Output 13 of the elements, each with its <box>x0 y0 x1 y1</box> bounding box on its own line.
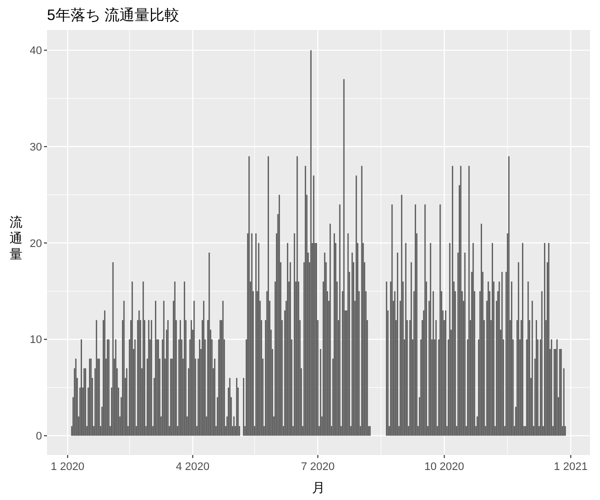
x-tick-label: 1 2020 <box>50 461 84 473</box>
x-tick-label: 10 2020 <box>424 461 464 473</box>
y-tick-label: 40 <box>30 45 42 58</box>
y-axis-title: 流通量 <box>10 214 22 262</box>
x-axis-title: 月 <box>312 480 325 495</box>
x-tick-label: 7 2020 <box>300 461 335 473</box>
y-tick-label: 30 <box>30 141 42 154</box>
chart-title: 5年落ち 流通量比較 <box>47 7 180 24</box>
x-tick-label: 1 2021 <box>554 461 588 473</box>
y-tick-label: 20 <box>30 238 42 250</box>
y-tick-label: 10 <box>30 334 42 346</box>
y-tick-label: 0 <box>36 430 42 443</box>
x-tick-label: 4 2020 <box>176 461 210 473</box>
